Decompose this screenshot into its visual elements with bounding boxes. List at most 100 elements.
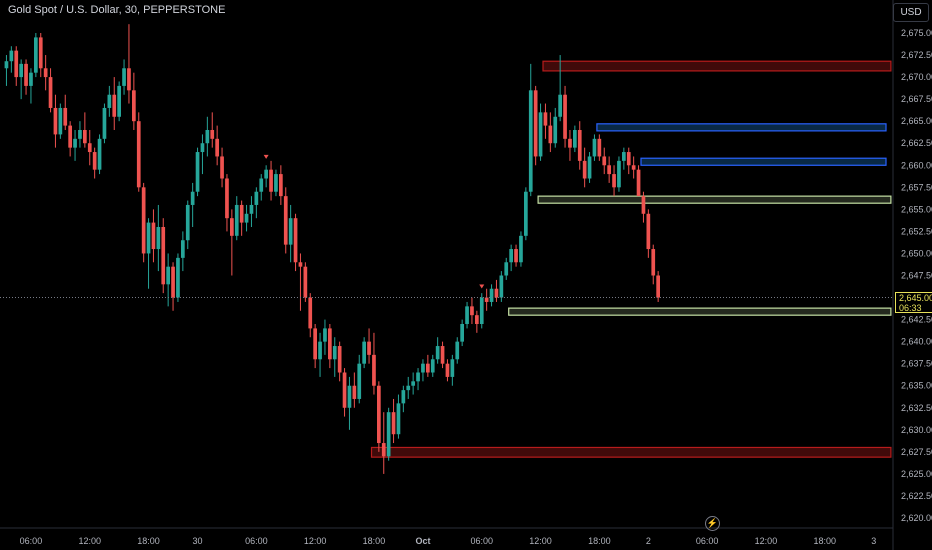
y-tick-label: 2,652.50 — [901, 226, 932, 236]
x-tick-label: 12:00 — [78, 536, 101, 546]
candle-body — [651, 249, 656, 276]
y-tick-label: 2,660.00 — [901, 160, 932, 170]
candle-body — [318, 341, 322, 360]
candle-body — [24, 63, 28, 86]
x-tick-label: Oct — [415, 536, 430, 546]
candle-body — [205, 130, 210, 144]
candle-body — [396, 403, 401, 435]
x-tick-label: 18:00 — [588, 536, 611, 546]
candle-body — [455, 341, 460, 360]
candle-body — [421, 363, 425, 373]
candle-body — [568, 138, 572, 148]
candle-body — [132, 90, 136, 122]
candle-body — [504, 262, 509, 276]
candle-body — [215, 138, 219, 157]
candle-body — [9, 50, 14, 62]
candle-body — [14, 50, 19, 78]
candle-body — [377, 385, 381, 444]
currency-button[interactable]: USD — [893, 3, 929, 22]
signal-marker — [263, 154, 269, 159]
candle-body — [73, 138, 77, 148]
candle-body — [34, 37, 38, 73]
x-tick-label: 2 — [646, 536, 651, 546]
candle-body — [43, 68, 48, 78]
candle-body — [308, 297, 313, 329]
x-tick-label: 3 — [871, 536, 876, 546]
candle-body — [401, 390, 406, 404]
candle-body — [347, 385, 352, 408]
candle-body — [357, 363, 362, 399]
candle-body — [342, 372, 347, 408]
zone-supply-5 — [370, 446, 892, 458]
y-tick-label: 2,662.50 — [901, 138, 932, 148]
candle-body — [362, 341, 366, 364]
candle-body — [573, 130, 577, 148]
y-tick-label: 2,670.00 — [901, 72, 932, 82]
zone-green-3 — [537, 195, 892, 204]
candle-body — [631, 165, 636, 170]
candle-body — [514, 249, 518, 263]
candle-body — [509, 249, 513, 263]
candle-body — [381, 443, 386, 457]
zone-blue-1 — [596, 123, 887, 132]
bar-countdown: 06:33 — [899, 303, 922, 313]
y-tick-label: 2,640.00 — [901, 337, 932, 347]
candle-body — [587, 156, 592, 179]
candle-body — [391, 412, 396, 435]
candle-body — [288, 218, 293, 245]
y-tick-label: 2,627.50 — [901, 447, 932, 457]
candle-body — [524, 191, 528, 236]
y-tick-label: 2,665.00 — [901, 116, 932, 126]
candle-body — [63, 107, 68, 126]
candle-body — [337, 346, 342, 373]
candle-body — [626, 152, 631, 166]
candle-body — [460, 324, 464, 342]
zone-blue-2 — [640, 157, 887, 166]
signal-marker — [479, 284, 485, 289]
y-tick-label: 2,675.00 — [901, 28, 932, 38]
candle-body — [646, 213, 651, 250]
candle-body — [29, 72, 33, 86]
y-tick-label: 2,620.00 — [901, 513, 932, 523]
lightning-icon[interactable]: ⚡ — [705, 516, 720, 531]
x-tick-label: 18:00 — [813, 536, 836, 546]
candle-body — [38, 37, 43, 69]
candle-body — [141, 187, 146, 254]
y-tick-label: 2,637.50 — [901, 359, 932, 369]
x-tick-label: 12:00 — [755, 536, 778, 546]
candle-body — [19, 63, 23, 78]
candle-body — [58, 107, 63, 135]
candle-body — [117, 85, 121, 117]
candle-body — [259, 178, 264, 192]
candle-body — [220, 156, 224, 179]
x-tick-label: 12:00 — [304, 536, 327, 546]
candle-body — [597, 138, 602, 157]
candle-body — [528, 90, 533, 192]
candle-body — [136, 121, 141, 188]
candle-body — [558, 94, 562, 117]
candle-body — [112, 94, 117, 117]
candle-body — [195, 152, 200, 192]
candle-body — [239, 204, 244, 223]
candle-body — [283, 196, 288, 245]
candle-body — [656, 275, 660, 298]
candle-body — [533, 90, 538, 157]
candle-body — [607, 165, 611, 175]
y-tick-label: 2,655.00 — [901, 204, 932, 214]
candle-body — [190, 191, 195, 205]
candle-body — [264, 169, 268, 179]
candle-body — [146, 222, 151, 254]
y-tick-label: 2,622.50 — [901, 491, 932, 501]
candle-body — [210, 130, 215, 139]
candle-body — [254, 191, 259, 205]
candle-body — [102, 107, 107, 139]
zone-green-4 — [508, 307, 892, 316]
candle-body — [548, 125, 553, 144]
x-tick-label: 18:00 — [363, 536, 386, 546]
y-tick-label: 2,647.50 — [901, 271, 932, 281]
candle-body — [470, 306, 474, 316]
candle-body — [563, 94, 567, 139]
candle-body — [450, 359, 455, 377]
candle-body — [92, 152, 97, 170]
